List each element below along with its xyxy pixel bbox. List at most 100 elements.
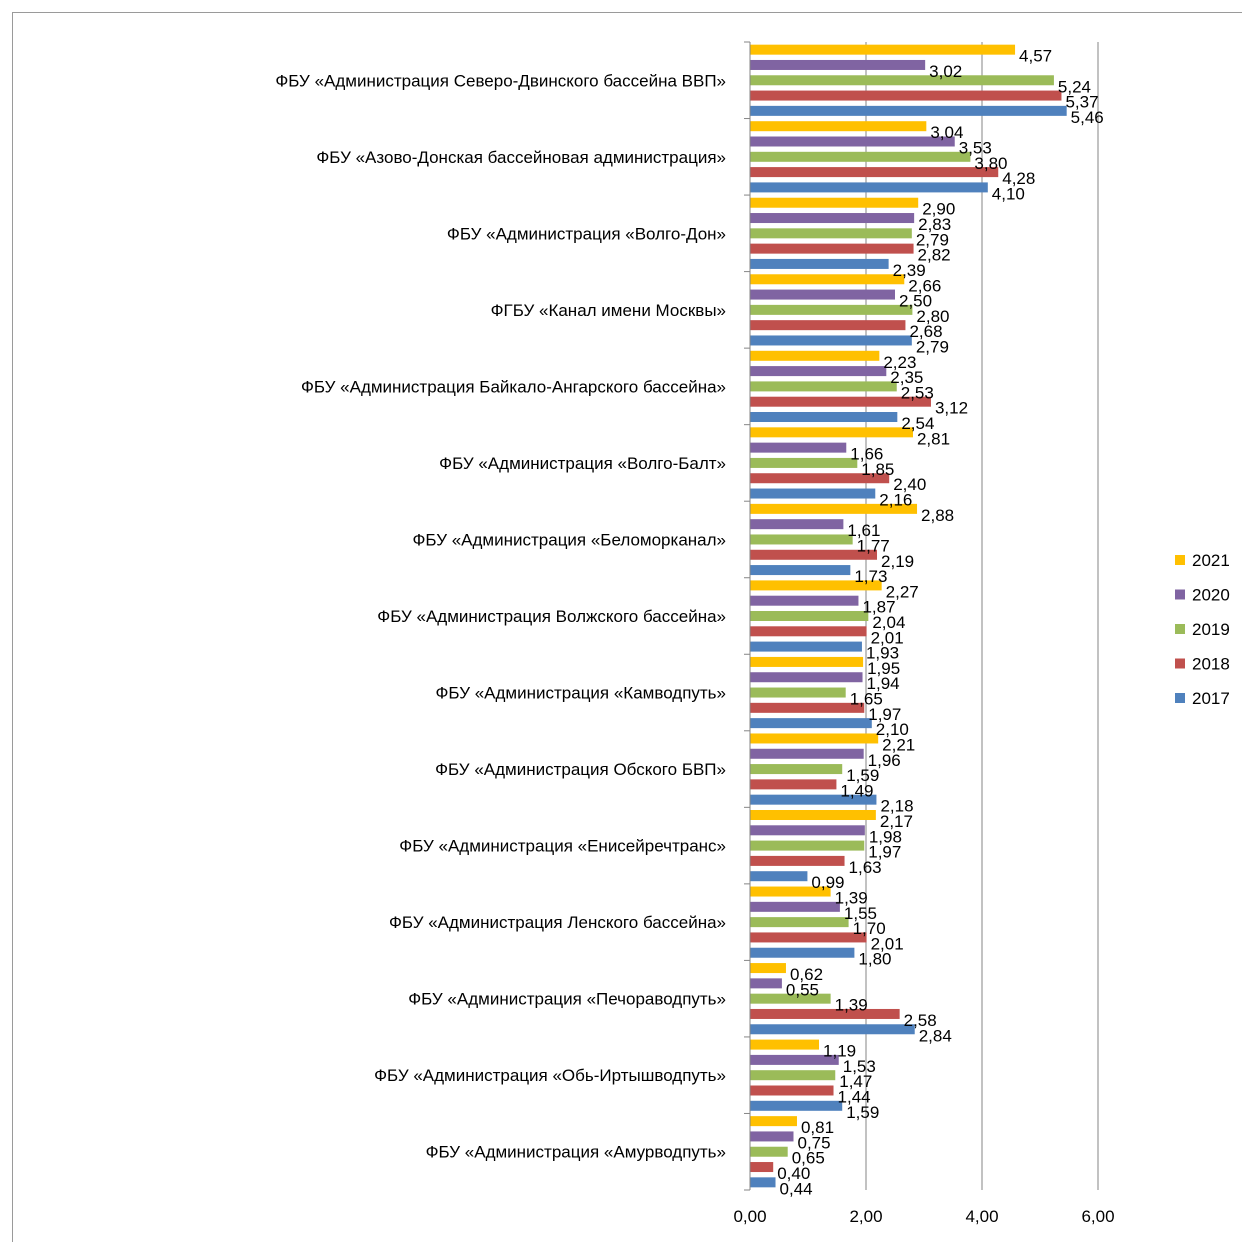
bar-2018 <box>750 932 867 943</box>
data-label: 1,65 <box>850 690 883 709</box>
data-label: 1,93 <box>866 644 899 663</box>
data-label: 1,94 <box>867 674 900 693</box>
bar-2017 <box>750 182 988 193</box>
bar-2018 <box>750 167 999 178</box>
data-label: 2,17 <box>880 812 913 831</box>
bar-2018 <box>750 320 906 331</box>
bar-2018 <box>750 702 865 713</box>
category-label: ФГБУ «Канал имени Москвы» <box>491 301 726 320</box>
data-label: 2,90 <box>922 200 955 219</box>
category-label: ФБУ «Азово-Донская бассейновая администр… <box>316 148 726 167</box>
data-label: 3,80 <box>974 154 1007 173</box>
bar-2019 <box>750 1070 836 1081</box>
category-label: ФБУ «Администрация Волжского бассейна» <box>377 607 726 626</box>
bar-2019 <box>750 840 865 851</box>
data-label: 2,80 <box>916 307 949 326</box>
bar-2020 <box>750 59 926 70</box>
data-label: 5,24 <box>1058 77 1091 96</box>
bar-2019 <box>750 917 849 928</box>
x-tick-label: 2,00 <box>849 1207 882 1226</box>
bar-2017 <box>750 1100 843 1111</box>
data-label: 2,88 <box>921 506 954 525</box>
data-label: 1,61 <box>847 521 880 540</box>
bar-2019 <box>750 228 912 239</box>
bar-2019 <box>750 611 869 621</box>
data-label: 1,44 <box>838 1088 871 1107</box>
bar-2020 <box>750 901 840 912</box>
bar-2020 <box>750 1131 794 1142</box>
bar-2020 <box>750 442 847 453</box>
data-label: 2,58 <box>904 1011 937 1030</box>
bar-2018 <box>750 1085 834 1096</box>
bar-2019 <box>750 75 1054 86</box>
bar-2021 <box>750 733 879 744</box>
legend-label: 2017 <box>1192 689 1230 708</box>
data-label: 4,57 <box>1019 47 1052 66</box>
data-label: 1,97 <box>868 843 901 862</box>
data-label: 0,55 <box>786 980 819 999</box>
data-label: 2,53 <box>901 383 934 402</box>
bar-2021 <box>750 810 876 820</box>
legend-swatch-2020 <box>1175 589 1185 600</box>
data-label: 2,68 <box>909 322 942 341</box>
bar-2021 <box>750 963 786 974</box>
category-label: ФБУ «Администрация Северо-Двинского басс… <box>275 71 726 90</box>
data-label: 1,98 <box>869 827 902 846</box>
data-label: 4,28 <box>1002 169 1035 188</box>
data-label: 0,99 <box>811 873 844 892</box>
category-label: ФБУ «Администрация «Амурводпуть» <box>426 1143 726 1162</box>
data-label: 1,97 <box>868 705 901 724</box>
data-label: 1,53 <box>843 1057 876 1076</box>
x-tick-label: 0,00 <box>733 1207 766 1226</box>
data-label: 5,46 <box>1071 108 1104 127</box>
bar-2020 <box>750 289 895 300</box>
category-label-layer: ФБУ «Администрация Северо-Двинского басс… <box>275 71 726 1161</box>
data-label: 2,23 <box>883 353 916 372</box>
bar-2018 <box>750 1162 774 1173</box>
data-label: 2,40 <box>893 475 926 494</box>
category-label: ФБУ «Администрация «Енисейречтранс» <box>399 837 726 856</box>
legend-label: 2021 <box>1192 551 1230 570</box>
data-label: 3,04 <box>930 123 963 142</box>
category-label: ФБУ «Администрация «Печораводпуть» <box>408 990 726 1009</box>
data-label: 2,79 <box>916 230 949 249</box>
category-label: ФБУ «Администрация Обского БВП» <box>435 760 726 779</box>
bar-2019 <box>750 993 831 1004</box>
bar-2021 <box>750 886 831 897</box>
bar-2021 <box>750 1116 797 1127</box>
category-label: ФБУ «Администрация Ленского бассейна» <box>389 913 726 932</box>
data-label: 5,37 <box>1065 93 1098 112</box>
data-label: 1,55 <box>844 904 877 923</box>
data-label: 2,39 <box>893 261 926 280</box>
bar-2021 <box>750 274 905 285</box>
data-label: 1,80 <box>858 950 891 969</box>
bar-2019 <box>750 534 853 545</box>
bar-2017 <box>750 947 855 958</box>
data-label: 2,54 <box>901 414 934 433</box>
data-label: 1,59 <box>846 766 879 785</box>
bar-2021 <box>750 121 927 132</box>
bar-2019 <box>750 457 858 468</box>
bar-2021 <box>750 656 864 667</box>
data-label: 2,50 <box>899 292 932 311</box>
data-label: 1,63 <box>849 858 882 877</box>
data-label: 4,10 <box>992 184 1025 203</box>
bar-2020 <box>750 825 865 836</box>
bar-2018 <box>750 626 867 637</box>
bar-2018 <box>750 243 914 254</box>
data-label: 2,04 <box>872 613 905 632</box>
bar-2020 <box>750 978 782 989</box>
data-label: 2,21 <box>882 735 915 754</box>
data-label: 0,62 <box>790 965 823 984</box>
bar-2017 <box>750 105 1067 116</box>
data-label: 1,59 <box>846 1103 879 1122</box>
bar-2018 <box>750 855 845 866</box>
x-tick-label: 4,00 <box>965 1207 998 1226</box>
data-label: 2,81 <box>917 429 950 448</box>
data-label: 1,19 <box>823 1042 856 1061</box>
data-label: 0,40 <box>777 1164 810 1183</box>
bar-2018 <box>750 549 878 560</box>
bar-2020 <box>750 595 859 606</box>
data-label: 0,75 <box>798 1133 831 1152</box>
data-label: 1,85 <box>861 460 894 479</box>
